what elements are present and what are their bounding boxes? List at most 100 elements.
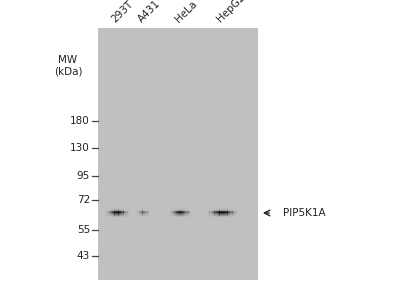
Bar [225, 209, 226, 210]
Bar [220, 209, 221, 210]
Bar [220, 213, 221, 214]
Bar [172, 210, 173, 211]
Bar [109, 213, 110, 214]
Bar [208, 216, 209, 217]
Bar [110, 212, 111, 213]
Bar [188, 214, 189, 215]
Bar [117, 213, 118, 214]
Bar [208, 215, 209, 216]
Bar [209, 217, 210, 218]
Bar [125, 208, 126, 209]
Bar [114, 208, 115, 209]
Bar [137, 212, 138, 213]
Bar [216, 210, 217, 211]
Bar [188, 210, 189, 211]
Bar [110, 214, 111, 215]
Bar [136, 213, 137, 214]
Bar [148, 208, 149, 209]
Bar [214, 217, 215, 218]
Bar [235, 211, 236, 212]
Bar [141, 209, 142, 210]
Bar [219, 214, 220, 215]
Bar [187, 209, 188, 210]
Bar [227, 215, 228, 216]
Bar [109, 208, 110, 209]
Bar [221, 217, 222, 218]
Bar [119, 209, 120, 210]
Bar [123, 216, 124, 217]
Bar [117, 210, 118, 211]
Bar [227, 210, 228, 211]
Bar [125, 209, 126, 210]
Bar [115, 210, 116, 211]
Bar [216, 215, 217, 216]
Bar [112, 216, 113, 217]
Bar [227, 211, 228, 212]
Bar [181, 209, 182, 210]
Bar [226, 213, 227, 214]
Bar [183, 217, 184, 218]
Bar [175, 211, 176, 212]
Text: 293T: 293T [110, 0, 136, 24]
Bar [233, 217, 234, 218]
Bar [230, 210, 231, 211]
Bar [219, 210, 220, 211]
Bar [141, 209, 142, 210]
Bar [116, 211, 117, 212]
Bar [182, 210, 183, 211]
Bar [182, 209, 183, 210]
Bar [183, 209, 184, 210]
Bar [183, 216, 184, 217]
Bar [189, 208, 190, 209]
Bar [186, 209, 187, 210]
Bar [181, 213, 182, 214]
Bar [182, 211, 183, 212]
Bar [236, 208, 237, 209]
Bar [212, 211, 213, 212]
Bar [183, 215, 184, 216]
Bar [183, 216, 184, 217]
Bar [228, 210, 229, 211]
Bar [176, 212, 177, 213]
Bar [127, 217, 128, 218]
Bar [107, 208, 108, 209]
Bar [123, 209, 124, 210]
Bar [225, 209, 226, 210]
Bar [136, 208, 137, 209]
Bar [113, 210, 114, 211]
Bar [231, 217, 232, 218]
Bar [218, 210, 219, 211]
Bar [147, 216, 148, 217]
Bar [189, 210, 190, 211]
Bar [186, 210, 187, 211]
Bar [181, 215, 182, 216]
Bar [112, 213, 113, 214]
Bar [182, 208, 183, 209]
Bar [144, 213, 145, 214]
Bar [170, 208, 171, 209]
Bar [174, 214, 175, 215]
Text: 180: 180 [70, 116, 90, 126]
Bar [218, 215, 219, 216]
Bar [118, 211, 119, 212]
Bar [231, 208, 232, 209]
Bar [125, 212, 126, 213]
Bar [227, 209, 228, 210]
Bar [116, 215, 117, 216]
Bar [170, 217, 171, 218]
Bar [106, 212, 107, 213]
Bar [128, 212, 129, 213]
Bar [216, 216, 217, 217]
Bar [184, 214, 185, 215]
Bar [138, 216, 139, 217]
Bar [119, 216, 120, 217]
Bar [224, 211, 225, 212]
Bar [178, 209, 179, 210]
Bar [185, 214, 186, 215]
Bar [233, 208, 234, 209]
Bar [115, 210, 116, 211]
Bar [139, 217, 140, 218]
Bar [171, 210, 172, 211]
Bar [127, 213, 128, 214]
Bar [215, 215, 216, 216]
